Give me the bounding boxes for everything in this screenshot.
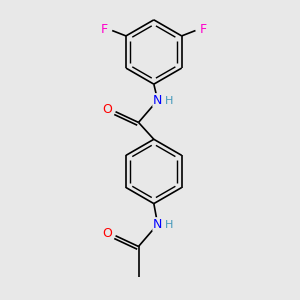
Text: H: H xyxy=(165,96,174,106)
Text: H: H xyxy=(165,220,174,230)
Text: F: F xyxy=(101,22,108,35)
Text: O: O xyxy=(102,227,112,240)
Text: F: F xyxy=(200,22,207,35)
Text: O: O xyxy=(102,103,112,116)
Text: N: N xyxy=(153,218,162,231)
Text: N: N xyxy=(153,94,162,107)
